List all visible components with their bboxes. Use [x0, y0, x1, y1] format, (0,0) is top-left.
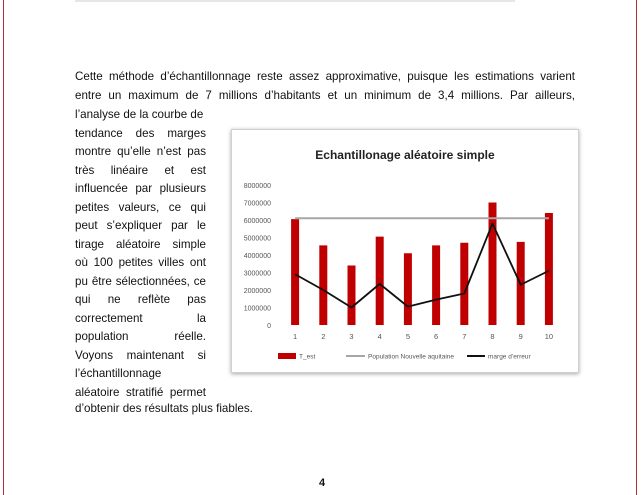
y-tick-label: 4000000: [244, 253, 271, 260]
paragraph-line: qui ne reflète pas: [75, 293, 206, 306]
x-tick-label: 9: [519, 332, 523, 341]
paragraph-line: correctement la: [75, 311, 206, 325]
paragraph-line: l’analyse de la courbe de: [75, 108, 204, 121]
paragraph-line: population réelle.: [75, 330, 206, 343]
paragraph-line: tendance des marges: [75, 126, 206, 140]
x-tick-label: 2: [321, 332, 325, 341]
chart-svg: Echantillonage aléatoire simple 0 1000000 2…: [244, 148, 553, 361]
legend-label: Population Nouvelle aquitaine: [368, 354, 454, 361]
paragraph-line: montre qu’elle n’est pas: [75, 145, 206, 158]
y-tick-label: 3000000: [244, 271, 271, 278]
x-tick-label: 7: [462, 332, 466, 341]
y-tick-label: 5000000: [244, 236, 271, 243]
chart-bar: [544, 213, 553, 325]
chart-title: Echantillonage aléatoire simple: [315, 148, 495, 162]
legend-label: marge d’erreur: [488, 354, 531, 361]
y-tick-label: 1000000: [244, 306, 271, 313]
chart-bar: [291, 219, 300, 325]
page-border-right: [636, 0, 637, 495]
error-margin-line: [294, 222, 550, 309]
page-border-left: [3, 0, 4, 495]
y-tick-label: 2000000: [244, 288, 271, 295]
y-tick-label: 0: [267, 323, 271, 330]
paragraph-line: où 100 petites villes ont: [75, 256, 206, 269]
paragraph-line: petites valeurs, ce qui: [75, 200, 206, 214]
x-tick-label: 4: [378, 332, 382, 341]
chart-bar: [319, 245, 328, 325]
paragraph-line: pu être sélectionnées, ce: [75, 274, 206, 288]
paragraph-line: d’obtenir des résultats plus fiables.: [75, 402, 253, 415]
chart-container: Echantillonage aléatoire simple 0 1000000 2…: [231, 129, 579, 373]
x-tick-label: 1: [293, 332, 297, 341]
legend-label: T_est: [299, 354, 315, 361]
top-rule: [75, 0, 515, 2]
y-tick-label: 8000000: [244, 183, 271, 190]
legend-swatch-bar: [278, 353, 296, 359]
y-tick-label: 7000000: [244, 201, 271, 208]
paragraph-line: influencée par plusieurs: [75, 182, 206, 195]
chart-bar: [488, 202, 497, 325]
paragraph-line: très linéaire et est: [75, 163, 206, 177]
y-tick-label: 6000000: [244, 218, 271, 225]
x-tick-label: 6: [434, 332, 438, 341]
paragraph-line: Voyons maintenant si: [75, 348, 206, 362]
chart-bar: [403, 253, 412, 325]
page-number: 4: [318, 477, 326, 489]
chart-bar: [460, 242, 469, 325]
x-tick-label: 5: [406, 332, 410, 341]
paragraph-line: Cette méthode d’échantillonnage reste as…: [75, 70, 575, 83]
paragraph-analysis: l’analyse de la courbe de tendance des m…: [75, 106, 206, 402]
chart-bar: [347, 265, 356, 325]
paragraph-line: peut s’expliquer par le: [75, 219, 206, 232]
x-tick-label: 3: [349, 332, 353, 341]
paragraph-line: l’échantillonnage: [75, 367, 162, 380]
paragraph-line: entre un maximum de 7 millions d’habitan…: [75, 88, 575, 102]
paragraph-intro: Cette méthode d’échantillonnage reste as…: [75, 68, 575, 105]
x-tick-label: 8: [490, 332, 494, 341]
paragraph-line: tirage aléatoire simple: [75, 237, 206, 251]
chart-bar: [375, 236, 384, 325]
x-tick-label: 10: [545, 332, 553, 341]
paragraph-line: aléatoire stratifié permet: [75, 385, 206, 399]
chart-bar: [432, 245, 441, 325]
